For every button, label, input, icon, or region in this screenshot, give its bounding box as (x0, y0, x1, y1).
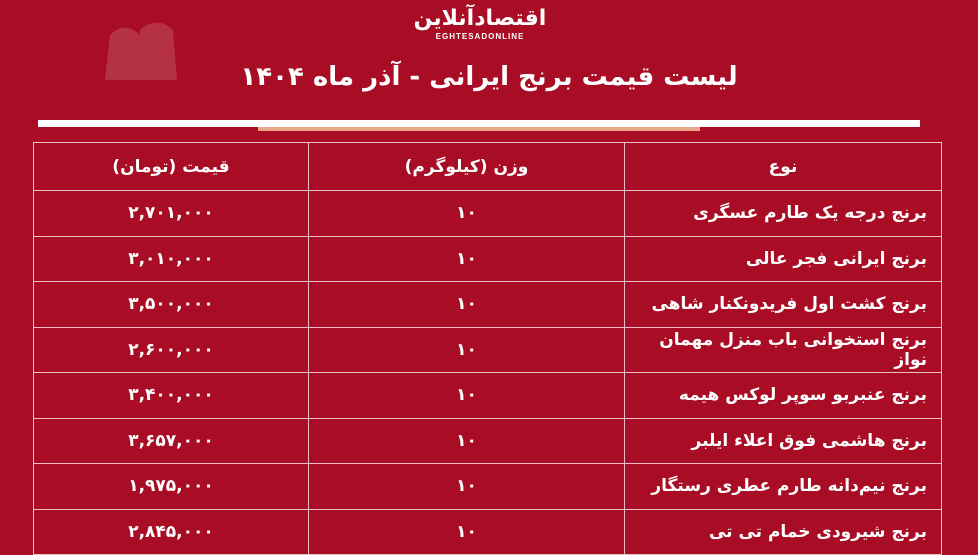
rice-type-cell: برنج استخوانی باب منزل مهمان نواز (624, 326, 942, 373)
weight-cell: ۱۰ (308, 281, 625, 328)
divider (38, 120, 920, 127)
table-row: برنج شیرودی خمام تی تی ۱۰ ۲,۸۴۵,۰۰۰ (33, 508, 942, 555)
header-weight: وزن (کیلوگرم) (308, 142, 625, 191)
header-type: نوع (624, 142, 942, 191)
logo-fa: اقتصادآنلاین (413, 6, 547, 31)
rice-type-cell: برنج کشت اول فریدونکنار شاهی (624, 281, 942, 328)
table-row: برنج نیم‌دانه طارم عطری رستگار ۱۰ ۱,۹۷۵,۰۰… (33, 463, 942, 510)
price-cell: ۱,۹۷۵,۰۰۰ (33, 463, 309, 510)
price-cell: ۲,۶۰۰,۰۰۰ (33, 326, 309, 373)
price-cell: ۳,۶۵۷,۰۰۰ (33, 417, 309, 464)
rice-sacks-icon (105, 22, 177, 80)
rice-type-cell: برنج هاشمی فوق اعلاء ایلبر (624, 417, 942, 464)
price-cell: ۳,۰۱۰,۰۰۰ (33, 235, 309, 282)
price-cell: ۲,۸۴۵,۰۰۰ (33, 508, 309, 555)
price-table: نوع وزن (کیلوگرم) قیمت (تومان) برنج درجه… (33, 142, 942, 555)
table-row: برنج استخوانی باب منزل مهمان نواز ۱۰ ۲,۶۰۰… (33, 326, 942, 373)
logo-en: EGHTESADONLINE (435, 32, 525, 41)
rice-type-cell: برنج درجه یک طارم عسگری (624, 190, 942, 237)
weight-cell: ۱۰ (308, 372, 625, 419)
weight-cell: ۱۰ (308, 326, 625, 373)
accent-divider (258, 127, 700, 131)
rice-type-cell: برنج شیرودی خمام تی تی (624, 508, 942, 555)
price-cell: ۲,۷۰۱,۰۰۰ (33, 190, 309, 237)
price-cell: ۳,۵۰۰,۰۰۰ (33, 281, 309, 328)
weight-cell: ۱۰ (308, 508, 625, 555)
price-cell: ۳,۴۰۰,۰۰۰ (33, 372, 309, 419)
weight-cell: ۱۰ (308, 463, 625, 510)
table-row: برنج هاشمی فوق اعلاء ایلبر ۱۰ ۳,۶۵۷,۰۰۰ (33, 417, 942, 464)
table-row: برنج کشت اول فریدونکنار شاهی ۱۰ ۳,۵۰۰,۰۰۰ (33, 281, 942, 328)
page-title: لیست قیمت برنج ایرانی - آذر ماه ۱۴۰۴ (240, 62, 738, 92)
table-row: برنج عنبربو سوپر لوکس هیمه ۱۰ ۳,۴۰۰,۰۰۰ (33, 372, 942, 419)
table-row: برنج ایرانی فجر عالی ۱۰ ۳,۰۱۰,۰۰۰ (33, 235, 942, 282)
table-row: برنج درجه یک طارم عسگری ۱۰ ۲,۷۰۱,۰۰۰ (33, 190, 942, 237)
rice-type-cell: برنج ایرانی فجر عالی (624, 235, 942, 282)
rice-type-cell: برنج عنبربو سوپر لوکس هیمه (624, 372, 942, 419)
weight-cell: ۱۰ (308, 235, 625, 282)
rice-type-cell: برنج نیم‌دانه طارم عطری رستگار (624, 463, 942, 510)
header-price: قیمت (تومان) (33, 142, 309, 191)
table-header-row: نوع وزن (کیلوگرم) قیمت (تومان) (33, 142, 942, 191)
weight-cell: ۱۰ (308, 190, 625, 237)
logo: اقتصادآنلاین EGHTESADONLINE (410, 6, 550, 41)
weight-cell: ۱۰ (308, 417, 625, 464)
